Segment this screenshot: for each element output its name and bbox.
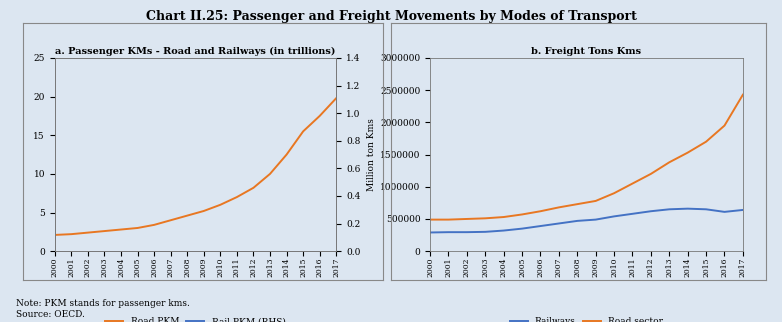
Road sector	[738, 93, 748, 97]
Road sector	[518, 213, 527, 216]
Road PKM	[249, 186, 258, 190]
Road PKM	[133, 226, 142, 230]
Road PKM	[315, 114, 325, 118]
Railways	[628, 212, 637, 216]
Road PKM	[149, 223, 159, 227]
Railways	[609, 214, 619, 218]
Road sector	[701, 140, 711, 144]
Railways	[572, 219, 582, 223]
Railways	[554, 222, 564, 225]
Title: b. Freight Tons Kms: b. Freight Tons Kms	[532, 47, 641, 56]
Railways	[665, 207, 674, 211]
Road sector	[591, 199, 601, 203]
Road sector	[499, 215, 508, 219]
Road sector	[628, 182, 637, 185]
Railways	[444, 230, 454, 234]
Text: Chart II.25: Passenger and Freight Movements by Modes of Transport: Chart II.25: Passenger and Freight Movem…	[145, 10, 637, 23]
Road PKM	[332, 96, 341, 100]
Line: Road sector: Road sector	[430, 95, 743, 220]
Legend: Railways, Road sector: Railways, Road sector	[506, 314, 667, 322]
Road sector	[481, 216, 490, 220]
Y-axis label: Million ton Kms: Million ton Kms	[367, 118, 376, 191]
Road PKM	[299, 129, 308, 133]
Road sector	[609, 191, 619, 195]
Legend: Road PKM, Rail PKM (RHS): Road PKM, Rail PKM (RHS)	[102, 314, 289, 322]
Road PKM	[83, 231, 92, 234]
Railways	[719, 210, 729, 214]
Road PKM	[182, 214, 192, 218]
Railways	[646, 209, 655, 213]
Road PKM	[66, 232, 76, 236]
Road sector	[425, 218, 435, 222]
Road sector	[554, 205, 564, 209]
Road PKM	[216, 203, 225, 207]
Railways	[701, 207, 711, 211]
Railways	[518, 227, 527, 231]
Road PKM	[117, 228, 126, 232]
Road sector	[462, 217, 472, 221]
Title: a. Passenger KMs - Road and Railways (in trillions): a. Passenger KMs - Road and Railways (in…	[56, 47, 335, 56]
Railways	[481, 230, 490, 234]
Road sector	[444, 218, 454, 222]
Road PKM	[199, 209, 209, 213]
Road sector	[665, 160, 674, 164]
Road PKM	[166, 218, 175, 222]
Railways	[738, 208, 748, 212]
Road sector	[646, 172, 655, 176]
Road sector	[683, 151, 692, 155]
Railways	[462, 230, 472, 234]
Road PKM	[100, 229, 109, 233]
Railways	[683, 207, 692, 211]
Road sector	[536, 209, 545, 213]
Road sector	[572, 202, 582, 206]
Railways	[591, 218, 601, 222]
Road PKM	[232, 195, 242, 199]
Line: Road PKM: Road PKM	[55, 98, 336, 235]
Railways	[499, 229, 508, 232]
Road sector	[719, 124, 729, 128]
Road PKM	[265, 172, 274, 176]
Text: Note: PKM stands for passenger kms.
Source: OECD.: Note: PKM stands for passenger kms. Sour…	[16, 299, 189, 319]
Road PKM	[282, 153, 291, 156]
Railways	[425, 231, 435, 234]
Railways	[536, 224, 545, 228]
Road PKM	[50, 233, 59, 237]
Line: Railways: Railways	[430, 209, 743, 232]
